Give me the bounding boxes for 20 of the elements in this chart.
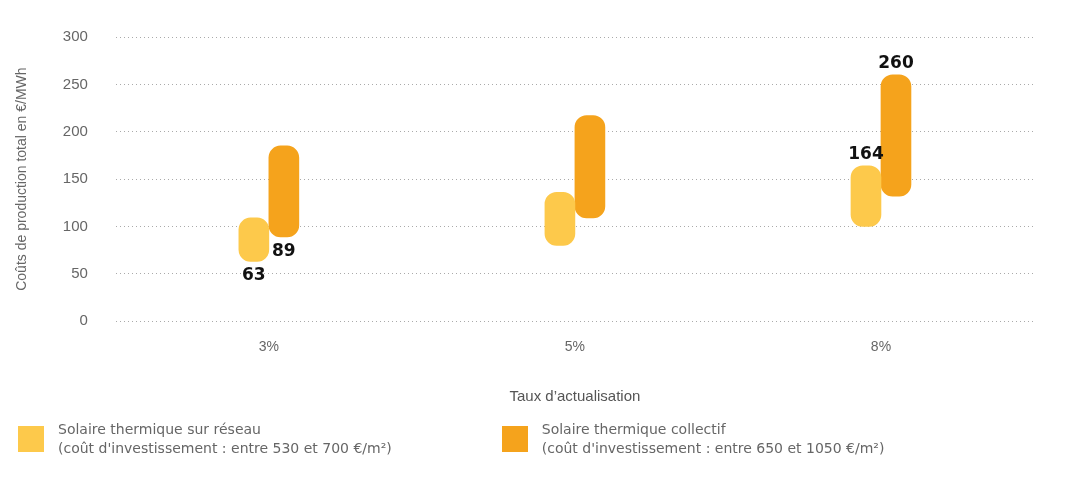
legend-label: Solaire thermique sur réseau (coût d'investissement : entre 530 et 700 €/m²) (58, 420, 392, 458)
x-tick-label: 8% (870, 338, 892, 355)
annotation: 63 (242, 264, 266, 285)
y-tick-label: 150 (62, 169, 88, 187)
bar (268, 145, 300, 238)
y-tick-label: 50 (71, 263, 88, 281)
legend-label: Solaire thermique collectif (coût d'investissement : entre 650 et 1050 €/m²) (541, 420, 885, 458)
y-tick-label: 0 (79, 311, 88, 329)
y-tick-label: 250 (62, 74, 88, 92)
x-tick-label: 3% (258, 338, 279, 355)
y-axis-title: Coûts de production total en €/MWh (13, 67, 30, 291)
annotation: 89 (272, 239, 296, 260)
x-tick-label: 5% (564, 338, 586, 355)
y-tick-label: 200 (62, 121, 88, 139)
annotation: 260 (878, 51, 914, 72)
bar (574, 115, 606, 219)
y-tick-label: 300 (62, 27, 88, 45)
x-axis-title: Taux d’actualisation (509, 387, 641, 405)
bar (850, 165, 882, 227)
y-tick-label: 100 (62, 216, 88, 234)
